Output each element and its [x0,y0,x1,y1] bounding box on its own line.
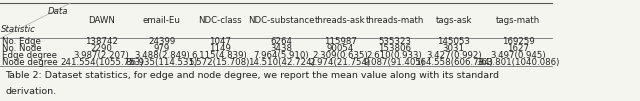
Text: 3438: 3438 [270,44,292,53]
Text: 14.510(42.724): 14.510(42.724) [248,58,314,67]
Text: tags-math: tags-math [496,16,541,25]
Text: 115987: 115987 [324,37,356,46]
Text: NDC-substance: NDC-substance [248,16,314,25]
Text: 164.558(606.784): 164.558(606.784) [415,58,493,67]
Text: 6.115(4.839): 6.115(4.839) [191,51,248,60]
Text: email-Eu: email-Eu [143,16,181,25]
Text: Edge degree: Edge degree [2,51,57,60]
Text: 5.572(15.708): 5.572(15.708) [189,58,250,67]
Text: 535323: 535323 [378,37,411,46]
Text: 6264: 6264 [270,37,292,46]
Text: 7.964(5.910): 7.964(5.910) [253,51,308,60]
Text: 24399: 24399 [148,37,175,46]
Text: 2.974(21.754): 2.974(21.754) [310,58,371,67]
Text: 9.087(91.405): 9.087(91.405) [364,58,425,67]
Text: 979: 979 [154,44,170,53]
Text: 1627: 1627 [508,44,529,53]
Text: 169259: 169259 [502,37,535,46]
Text: No. Node: No. Node [2,44,42,53]
Text: Statistic: Statistic [1,25,36,34]
Text: NDC-class: NDC-class [198,16,241,25]
Text: Data: Data [47,7,68,16]
Text: 2.309(0.635): 2.309(0.635) [312,51,368,60]
Text: 3.488(2.849): 3.488(2.849) [134,51,190,60]
Text: derivation.: derivation. [5,87,56,96]
Text: 153806: 153806 [378,44,411,53]
Text: threads-math: threads-math [365,16,424,25]
Text: 3.987(2.207): 3.987(2.207) [74,51,130,60]
Text: 138742: 138742 [85,37,118,46]
Text: 86.935(114.531): 86.935(114.531) [126,58,198,67]
Text: tags-ask: tags-ask [435,16,472,25]
Text: 1047: 1047 [209,37,230,46]
Text: threads-ask: threads-ask [315,16,365,25]
Text: DAWN: DAWN [88,16,115,25]
Text: 145053: 145053 [437,37,470,46]
Text: Table 2: Dataset statistics, for edge and node degree, we report the mean value : Table 2: Dataset statistics, for edge an… [5,71,499,80]
Text: Node degree: Node degree [2,58,58,67]
Text: 3.497(0.945): 3.497(0.945) [491,51,546,60]
Text: No. Edge: No. Edge [2,37,41,46]
Text: 241.554(1055.753): 241.554(1055.753) [60,58,143,67]
Text: 2.610(0.933): 2.610(0.933) [367,51,422,60]
Text: 2290: 2290 [91,44,113,53]
Text: 90054: 90054 [326,44,354,53]
Text: 3.427(0.992): 3.427(0.992) [426,51,481,60]
Text: 3031: 3031 [443,44,465,53]
Text: 1149: 1149 [209,44,230,53]
Text: 363.801(1040.086): 363.801(1040.086) [477,58,560,67]
